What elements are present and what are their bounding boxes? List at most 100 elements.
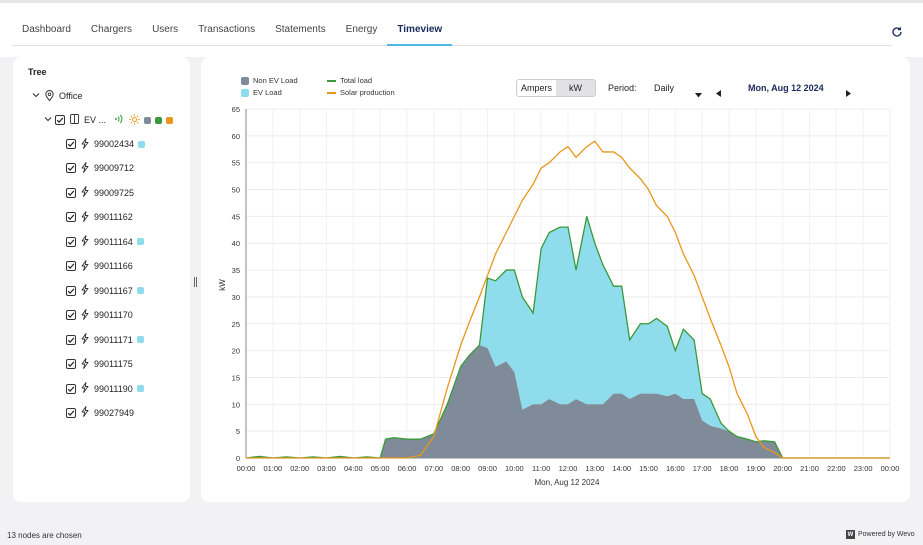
bolt-icon bbox=[81, 357, 89, 371]
tab-timeview[interactable]: Timeview bbox=[387, 16, 453, 46]
charger-id: 99011162 bbox=[94, 212, 133, 223]
x-tick-label: 14:00 bbox=[612, 464, 631, 473]
refresh-icon[interactable] bbox=[889, 24, 905, 40]
y-axis-ticks: 0 5 10 15 20 25 30 35 40 45 50 55 60 65 bbox=[232, 105, 240, 463]
tab-chargers[interactable]: Chargers bbox=[90, 24, 133, 35]
charger-checkbox[interactable] bbox=[66, 310, 76, 321]
y-tick-label: 55 bbox=[232, 159, 240, 168]
x-tick-label: 08:00 bbox=[451, 464, 470, 473]
unit-ampers-button[interactable]: Ampers bbox=[520, 83, 552, 93]
x-tick-label: 07:00 bbox=[424, 464, 443, 473]
tree-node-group[interactable]: EV ... bbox=[44, 113, 174, 127]
caret-down-icon[interactable] bbox=[695, 85, 702, 103]
next-date-icon[interactable] bbox=[846, 84, 851, 102]
unit-kw-button[interactable]: kW bbox=[556, 80, 595, 96]
sun-icon bbox=[129, 113, 140, 127]
charger-id: 99011171 bbox=[94, 334, 133, 345]
x-tick-label: 23:00 bbox=[854, 464, 873, 473]
x-tick-label: 10:00 bbox=[505, 464, 524, 473]
charger-row[interactable]: 99011170 bbox=[66, 308, 133, 322]
charger-checkbox[interactable] bbox=[66, 236, 76, 247]
charger-checkbox[interactable] bbox=[66, 407, 76, 418]
y-tick-label: 60 bbox=[232, 132, 240, 141]
charger-id: 99011166 bbox=[94, 261, 133, 272]
x-tick-label: 15:00 bbox=[639, 464, 658, 473]
period-select[interactable]: Daily bbox=[654, 83, 675, 93]
top-strip bbox=[0, 0, 923, 3]
charger-checkbox[interactable] bbox=[66, 383, 76, 394]
x-tick-label: 00:00 bbox=[881, 464, 900, 473]
tab-users[interactable]: Users bbox=[152, 24, 179, 35]
bolt-icon bbox=[81, 186, 89, 199]
legend-item-total[interactable]: Total load bbox=[327, 76, 372, 85]
group-checkbox[interactable] bbox=[55, 115, 65, 125]
powered-by: W Powered by Wevo bbox=[846, 530, 915, 539]
series-area-non-ev-load bbox=[246, 345, 890, 458]
x-tick-label: 03:00 bbox=[317, 464, 336, 473]
bolt-icon bbox=[81, 382, 89, 395]
prev-date-icon[interactable] bbox=[716, 84, 721, 102]
charger-checkbox[interactable] bbox=[66, 212, 76, 223]
charger-row[interactable]: 99027949 bbox=[66, 406, 134, 420]
ev-load-indicator bbox=[136, 238, 144, 246]
panel-icon bbox=[70, 114, 79, 126]
bolt-icon bbox=[81, 406, 89, 419]
y-tick-label: 35 bbox=[232, 266, 240, 275]
legend-label: Solar production bbox=[340, 88, 395, 97]
charger-checkbox[interactable] bbox=[66, 334, 76, 345]
panel-resize-handle[interactable] bbox=[194, 277, 198, 287]
bolt-icon bbox=[81, 259, 89, 273]
series-area-ev-load bbox=[246, 216, 890, 458]
location-pin-icon bbox=[45, 89, 54, 103]
charger-checkbox[interactable] bbox=[66, 285, 76, 296]
ev-load-indicator bbox=[136, 385, 144, 392]
charger-checkbox[interactable] bbox=[66, 261, 76, 272]
legend-item-ev[interactable]: EV Load bbox=[241, 88, 282, 97]
charger-row[interactable]: 99009725 bbox=[66, 186, 134, 200]
series-line-solar-production bbox=[246, 140, 890, 459]
charger-row[interactable]: 99009712 bbox=[66, 161, 134, 175]
y-tick-label: 30 bbox=[232, 293, 240, 302]
tab-transactions[interactable]: Transactions bbox=[198, 24, 256, 35]
charger-checkbox[interactable] bbox=[66, 187, 76, 198]
tab-energy[interactable]: Energy bbox=[345, 24, 378, 35]
charger-row[interactable]: 99002434 bbox=[66, 137, 146, 151]
y-tick-label: 0 bbox=[236, 454, 240, 463]
status-text: 13 nodes are chosen bbox=[7, 531, 82, 540]
charger-row[interactable]: 99011166 bbox=[66, 259, 133, 273]
x-tick-label: 16:00 bbox=[666, 464, 685, 473]
charger-id: 99011164 bbox=[94, 236, 133, 247]
charger-checkbox[interactable] bbox=[66, 139, 76, 149]
unit-toggle: Ampers kW bbox=[516, 79, 596, 97]
legend-item-solar[interactable]: Solar production bbox=[327, 88, 395, 97]
tab-statements[interactable]: Statements bbox=[275, 24, 326, 35]
legend-item-non-ev[interactable]: Non EV Load bbox=[241, 76, 298, 85]
x-tick-label: 22:00 bbox=[827, 464, 846, 473]
charger-checkbox[interactable] bbox=[66, 163, 76, 174]
legend-label: EV Load bbox=[253, 88, 282, 97]
period-label: Period: bbox=[608, 83, 637, 93]
x-tick-label: 02:00 bbox=[290, 464, 309, 473]
x-tick-label: 12:00 bbox=[559, 464, 578, 473]
charger-row[interactable]: 99011175 bbox=[66, 357, 133, 371]
x-tick-label: 17:00 bbox=[693, 464, 712, 473]
charger-id: 99027949 bbox=[94, 407, 135, 418]
charger-row[interactable]: 99011167 bbox=[66, 284, 144, 298]
tree-node-root-label: Office bbox=[59, 91, 83, 101]
wevo-logo: W bbox=[846, 530, 855, 539]
charger-row[interactable]: 99011164 bbox=[66, 235, 144, 249]
tree-panel: Tree Office EV ... 99002434 99009712 99009… bbox=[13, 57, 190, 502]
charger-row[interactable]: 99011171 bbox=[66, 333, 144, 347]
chevron-down-icon[interactable] bbox=[44, 115, 52, 125]
tab-dashboard[interactable]: Dashboard bbox=[22, 24, 71, 35]
charger-row[interactable]: 99011162 bbox=[66, 210, 133, 224]
x-tick-label: 09:00 bbox=[478, 464, 497, 473]
charger-checkbox[interactable] bbox=[66, 359, 76, 370]
charger-id: 99011175 bbox=[94, 359, 133, 370]
chevron-down-icon[interactable] bbox=[32, 91, 40, 101]
x-tick-label: 04:00 bbox=[344, 464, 363, 473]
charger-row[interactable]: 99011190 bbox=[66, 382, 144, 396]
tree-node-root[interactable]: Office bbox=[32, 89, 82, 103]
legend-label: Non EV Load bbox=[253, 76, 298, 85]
non-ev-indicator bbox=[144, 116, 152, 124]
